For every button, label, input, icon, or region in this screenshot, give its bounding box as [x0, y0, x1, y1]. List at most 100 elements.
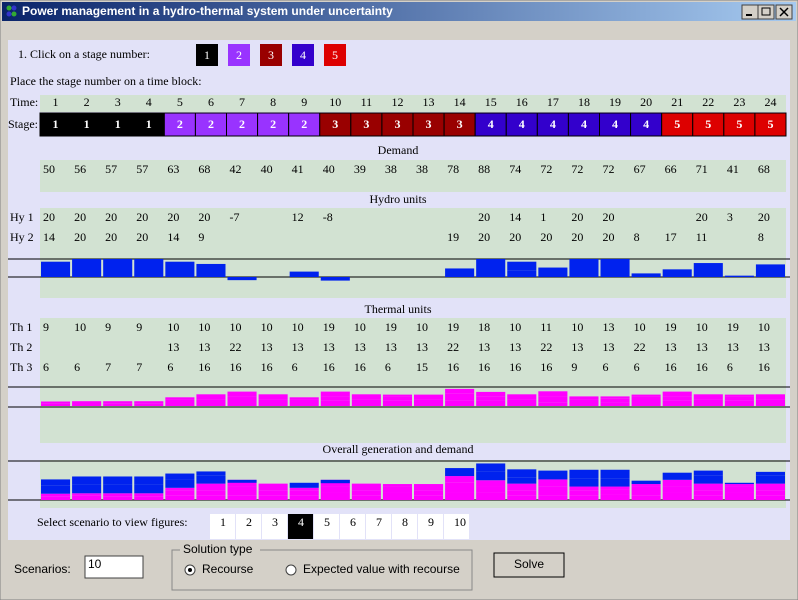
thermal-bar [600, 494, 630, 500]
section-title: Thermal units [365, 302, 432, 316]
stage-cell-label: 4 [550, 117, 556, 131]
unit-value: 20 [509, 230, 521, 244]
stage-cell-label: 2 [177, 117, 183, 131]
hydro-bar [41, 261, 71, 268]
scenario-option[interactable] [314, 514, 339, 539]
demand-value: 72 [540, 162, 552, 176]
unit-value: 22 [540, 340, 552, 354]
unit-value: 3 [727, 210, 733, 224]
hydro-bar [289, 482, 319, 488]
thermal-bar [196, 403, 226, 406]
thermal-bar [351, 394, 381, 400]
hydro-bar [41, 479, 71, 486]
hydro-bar [72, 484, 102, 494]
thermal-bar [165, 399, 195, 403]
thermal-bar [445, 482, 475, 493]
hydro-bar [538, 470, 568, 479]
thermal-bar [507, 490, 537, 496]
thermal-bar [507, 483, 537, 491]
stage-button-label: 4 [300, 48, 306, 62]
scenario-option[interactable] [236, 514, 261, 539]
thermal-bar [258, 483, 288, 491]
scenario-option[interactable] [392, 514, 417, 539]
demand-value: 42 [230, 162, 242, 176]
thermal-bar [258, 495, 288, 500]
thermal-panel [40, 318, 786, 443]
unit-value: 16 [447, 360, 459, 374]
scenario-option[interactable] [288, 514, 313, 539]
thermal-bar [351, 399, 381, 403]
scenario-option[interactable] [418, 514, 443, 539]
hydro-bar [755, 471, 785, 476]
unit-value: 16 [696, 360, 708, 374]
thermal-bar [289, 487, 319, 491]
hydro-bar [476, 268, 506, 277]
thermal-bar [72, 401, 102, 403]
unit-value: 22 [230, 340, 242, 354]
hydro-bar [72, 259, 102, 268]
stage-cell-label: 2 [239, 117, 245, 131]
solve-button[interactable] [493, 552, 565, 578]
thermal-bar [196, 495, 226, 500]
stage-button[interactable] [292, 44, 314, 66]
scenario-option[interactable] [340, 514, 365, 539]
thermal-bar [631, 403, 661, 406]
stage-button[interactable] [260, 44, 282, 66]
hydro-panel [40, 208, 786, 298]
thermal-bar [693, 399, 723, 403]
thermal-bar [693, 403, 723, 406]
thermal-bar [414, 399, 444, 403]
demand-value: 78 [447, 162, 459, 176]
unit-name: Hy 2 [10, 230, 34, 244]
thermal-bar [258, 403, 288, 406]
unit-value: 6 [727, 360, 733, 374]
hydro-bar [134, 484, 164, 494]
unit-value: 13 [509, 340, 521, 354]
hydro-bar [538, 267, 568, 277]
unit-value: 6 [603, 360, 609, 374]
unit-value: 16 [509, 360, 521, 374]
demand-value: 50 [43, 162, 55, 176]
demand-value: 57 [136, 162, 148, 176]
thermal-bar [320, 400, 350, 406]
scenarios-input[interactable] [84, 555, 144, 579]
unit-value: 16 [323, 360, 335, 374]
stage-cell[interactable] [754, 112, 787, 137]
thermal-bar [41, 493, 71, 497]
thermal-bar [72, 495, 102, 500]
hydro-bar [693, 475, 723, 484]
scenario-option[interactable] [210, 514, 235, 539]
thermal-bar [320, 396, 350, 401]
thermal-bar [693, 490, 723, 496]
unit-value: 16 [758, 360, 770, 374]
thermal-bar [755, 399, 785, 403]
unit-value: 20 [105, 210, 117, 224]
hydro-bar [631, 480, 661, 485]
unit-value: 9 [198, 230, 204, 244]
radio[interactable] [285, 564, 297, 576]
stage-button[interactable] [228, 44, 250, 66]
unit-name: Th 2 [10, 340, 32, 354]
thermal-bar [196, 399, 226, 403]
hydro-bar [507, 469, 537, 478]
time-label: 20 [640, 95, 652, 109]
hydro-bar [600, 469, 630, 479]
demand-value: 88 [478, 162, 490, 176]
scenario-option[interactable] [366, 514, 391, 539]
demand-row [40, 160, 786, 192]
time-label: 21 [671, 95, 683, 109]
demand-value: 38 [416, 162, 428, 176]
thermal-bar [165, 403, 195, 406]
window-controls[interactable] [741, 4, 793, 20]
scenario-option[interactable] [262, 514, 287, 539]
thermal-bar [507, 399, 537, 403]
thermal-bar [662, 396, 692, 401]
unit-value: 14 [43, 230, 55, 244]
thermal-bar [569, 396, 599, 400]
unit-value: 20 [540, 230, 552, 244]
stage-button[interactable] [196, 44, 218, 66]
stage-cell-label: 1 [115, 117, 121, 131]
scenario-option[interactable] [444, 514, 469, 539]
thermal-bar [41, 401, 71, 404]
stage-button[interactable] [324, 44, 346, 66]
